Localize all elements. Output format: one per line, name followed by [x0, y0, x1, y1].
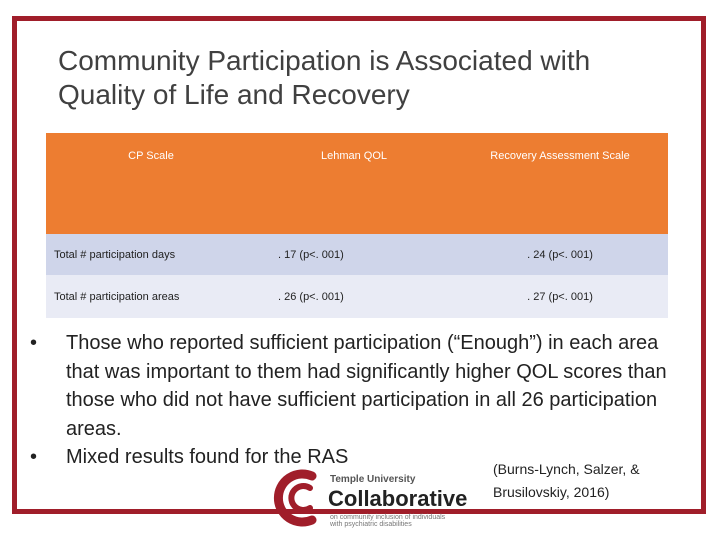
table-row: Total # participation areas . 26 (p<. 00…: [46, 275, 668, 318]
table-cell: Total # participation areas: [46, 275, 256, 318]
title-line-2: Quality of Life and Recovery: [58, 79, 410, 110]
citation: (Burns-Lynch, Salzer, & Brusilovskiy, 20…: [493, 458, 693, 504]
bullet-dot: •: [30, 332, 38, 354]
table-cell: Total # participation days: [46, 234, 256, 275]
table-cell: . 27 (p<. 001): [452, 275, 668, 318]
header-lehman-qol: Lehman QOL: [256, 133, 452, 234]
title-line-1: Community Participation is Associated wi…: [58, 45, 591, 76]
table-cell: . 26 (p<. 001): [256, 275, 452, 318]
bullet-list: • Those who reported sufficient particip…: [30, 329, 690, 472]
table-cell: . 17 (p<. 001): [256, 234, 452, 275]
correlation-table: CP Scale Lehman QOL Recovery Assessment …: [46, 133, 668, 318]
table-cell: . 24 (p<. 001): [452, 234, 668, 275]
logo-mark-icon: [273, 469, 317, 527]
logo-small-text: Temple University: [330, 474, 416, 485]
header-cp-scale: CP Scale: [46, 133, 256, 234]
bullet-dot: •: [30, 446, 38, 468]
logo-tagline: on community inclusion of individuals wi…: [330, 514, 446, 528]
table-row: Total # participation days . 17 (p<. 001…: [46, 234, 668, 275]
table-header-row: CP Scale Lehman QOL Recovery Assessment …: [46, 133, 668, 234]
collaborative-logo: Temple University Collaborative on commu…: [272, 468, 467, 528]
header-recovery-assessment-scale: Recovery Assessment Scale: [452, 133, 668, 234]
bullet-text: Mixed results found for the RAS: [66, 446, 349, 468]
bullet-item: • Those who reported sufficient particip…: [30, 329, 690, 443]
citation-line-2: Brusilovskiy, 2016): [493, 484, 610, 500]
slide-title: Community Participation is Associated wi…: [58, 44, 678, 112]
logo-wordmark: Collaborative: [328, 486, 468, 511]
bullet-text: Those who reported sufficient participat…: [66, 332, 667, 440]
citation-line-1: (Burns-Lynch, Salzer, &: [493, 461, 640, 477]
bullet-item: • Mixed results found for the RAS: [30, 443, 690, 472]
